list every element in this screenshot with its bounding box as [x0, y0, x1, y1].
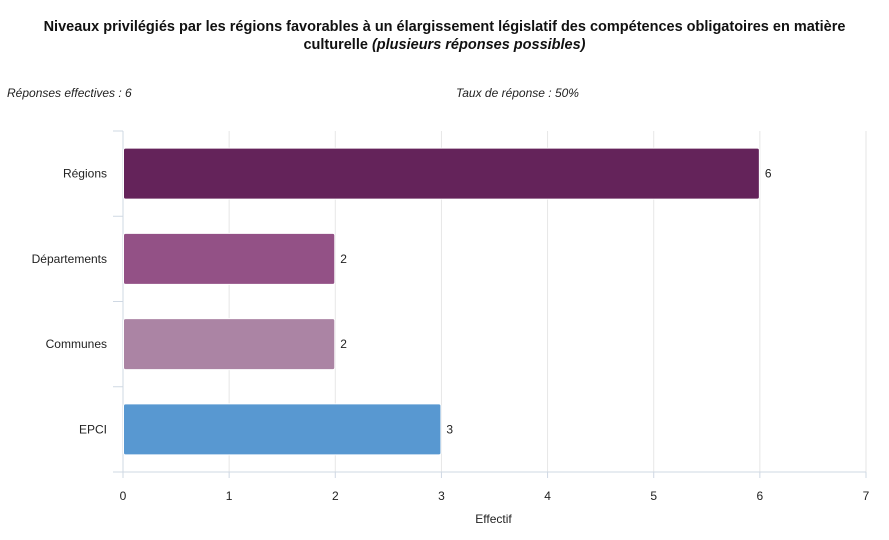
chart-title: Niveaux privilégiés par les régions favo… — [0, 18, 889, 54]
x-tick-label: 4 — [544, 489, 551, 503]
x-tick-label: 3 — [438, 489, 445, 503]
bar-value-label: 2 — [340, 252, 347, 266]
category-label: Régions — [63, 167, 107, 181]
chart-title-line-1: Niveaux privilégiés par les régions favo… — [43, 19, 846, 35]
category-label: Communes — [46, 337, 107, 351]
chart-title-line-2: culturelle (plusieurs réponses possibles… — [0, 36, 889, 54]
chart-title-italic-note: (plusieurs réponses possibles) — [371, 37, 586, 53]
bar-value-label: 2 — [340, 337, 347, 351]
x-axis-title: Effectif — [475, 512, 512, 526]
x-tick-label: 1 — [226, 489, 233, 503]
category-label: Départements — [32, 252, 107, 266]
bar-value-label: 6 — [765, 167, 772, 181]
bar — [123, 147, 760, 200]
x-tick-label: 5 — [650, 489, 657, 503]
x-tick-label: 0 — [120, 489, 127, 503]
x-tick-label: 2 — [332, 489, 339, 503]
bar-value-label: 3 — [446, 422, 453, 436]
bar — [123, 403, 442, 456]
x-tick-label: 6 — [757, 489, 764, 503]
responses-count: Réponses effectives : 6 — [7, 86, 132, 100]
bar — [123, 232, 336, 285]
category-label: EPCI — [79, 422, 107, 436]
response-rate: Taux de réponse : 50% — [456, 86, 579, 100]
chart-title-line-2-text: culturelle — [303, 37, 372, 53]
x-tick-label: 7 — [863, 489, 870, 503]
bar — [123, 318, 336, 371]
